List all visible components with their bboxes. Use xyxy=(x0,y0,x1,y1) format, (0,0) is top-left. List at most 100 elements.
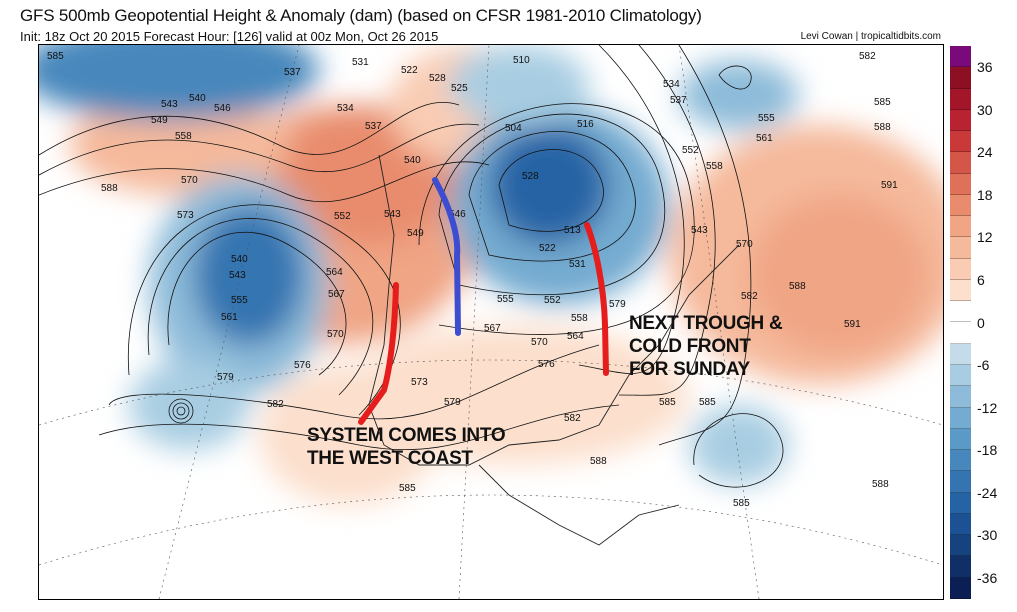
colorbar-segment xyxy=(950,216,971,238)
contour-label: 540 xyxy=(231,254,248,265)
colorbar-segment xyxy=(950,173,971,195)
contour-label: 570 xyxy=(736,239,753,250)
contour-label: 543 xyxy=(384,209,401,220)
colorbar-label: -36 xyxy=(977,569,998,586)
contour-label: 549 xyxy=(407,228,424,239)
colorbar-segment xyxy=(950,109,971,132)
analysis-markup xyxy=(358,177,609,425)
contour-label: 579 xyxy=(217,372,234,383)
colorbar-label: 12 xyxy=(977,229,993,246)
colorbar-segment xyxy=(950,237,971,259)
contour-label: 555 xyxy=(231,295,248,306)
contour-label: 570 xyxy=(531,337,548,348)
colorbar-segment xyxy=(950,513,971,536)
map-title: GFS 500mb Geopotential Height & Anomaly … xyxy=(20,6,702,25)
colorbar-label: 24 xyxy=(977,144,993,161)
contour-label: 579 xyxy=(444,397,461,408)
annotation-line: COLD FRONT xyxy=(629,336,751,357)
colorbar-segment xyxy=(950,428,971,451)
contour-label: 561 xyxy=(756,133,773,144)
colorbar-segment xyxy=(950,301,971,323)
map-canvas: 585 537 531 522 528 525 510 534 537 582 543 540 546 5… xyxy=(39,45,943,599)
contour-label: 588 xyxy=(872,479,889,490)
annotation-line: FOR SUNDAY xyxy=(629,359,750,380)
annotation-line: SYSTEM COMES INTO xyxy=(307,425,506,446)
contour-label: 588 xyxy=(590,456,607,467)
contour-label: 561 xyxy=(221,312,238,323)
contour-label: 537 xyxy=(670,95,687,106)
contour-label: 585 xyxy=(874,97,891,108)
colorbar-segment xyxy=(950,492,971,514)
contour-label: 573 xyxy=(411,377,428,388)
contour-label: 564 xyxy=(567,331,584,342)
contour-label: 534 xyxy=(663,79,680,90)
contour-label: 576 xyxy=(294,360,311,371)
colorbar-segment xyxy=(950,152,971,174)
colorbar-label: 18 xyxy=(977,186,993,203)
colorbar-label: 6 xyxy=(977,271,985,288)
colorbar-segment xyxy=(950,450,971,472)
graticule xyxy=(39,45,943,599)
contour-label: 573 xyxy=(177,210,194,221)
contour-label: 582 xyxy=(267,399,284,410)
colorbar-segment xyxy=(950,407,971,429)
contour-label: 555 xyxy=(497,294,514,305)
map-credit: Levi Cowan | tropicaltidbits.com xyxy=(800,31,941,42)
colorbar-segment xyxy=(950,67,971,89)
contour-label: 582 xyxy=(564,413,581,424)
colorbar-segment xyxy=(950,46,971,68)
contour-label: 549 xyxy=(151,115,168,126)
contour-label: 525 xyxy=(451,83,468,94)
colorbar-segment xyxy=(950,471,971,493)
contour-label: 543 xyxy=(691,225,708,236)
colorbar-label: 30 xyxy=(977,101,993,118)
contour-label: 543 xyxy=(229,270,246,281)
colorbar-segment xyxy=(950,556,971,578)
contour-label: 510 xyxy=(513,55,530,66)
map-subtitle: Init: 18z Oct 20 2015 Forecast Hour: [12… xyxy=(20,29,439,44)
contour-label: 540 xyxy=(189,93,206,104)
anomaly-shading xyxy=(39,45,943,505)
contour-label: 543 xyxy=(161,99,178,110)
contour-label: 552 xyxy=(682,145,699,156)
contour-label: 570 xyxy=(327,329,344,340)
west-coast-front-line xyxy=(358,282,399,425)
contour-label: 567 xyxy=(328,289,345,300)
contour-label: 513 xyxy=(564,225,581,236)
colorbar-label: 36 xyxy=(977,59,993,76)
contour-label: 534 xyxy=(337,103,354,114)
cold-front-line xyxy=(584,222,609,376)
colorbar xyxy=(950,46,971,599)
contour-label: 579 xyxy=(609,299,626,310)
colorbar-label: -24 xyxy=(977,484,998,501)
contour-label: 564 xyxy=(326,267,343,278)
ridge-axis-line xyxy=(432,177,461,336)
colorbar-label: -12 xyxy=(977,399,998,416)
annotation-next-trough: NEXT TROUGH & COLD FRONT FOR SUNDAY xyxy=(629,312,783,381)
colorbar-segment xyxy=(950,131,971,153)
contour-label: 537 xyxy=(365,121,382,132)
contour-label: 588 xyxy=(789,281,806,292)
colorbar-segment xyxy=(950,258,971,280)
contour-label: 531 xyxy=(569,259,586,270)
colorbar-segment xyxy=(950,364,971,387)
colorbar-segment xyxy=(950,279,971,302)
contour-label: 588 xyxy=(101,183,118,194)
contour-label: 558 xyxy=(706,161,723,172)
contour-label: 537 xyxy=(284,67,301,78)
contour-label: 528 xyxy=(429,73,446,84)
contour-label: 552 xyxy=(334,211,351,222)
contour-label: 570 xyxy=(181,175,198,186)
colorbar-segment xyxy=(950,535,971,557)
contour-label: 585 xyxy=(699,397,716,408)
height-anomaly-map: 585 537 531 522 528 525 510 534 537 582 543 540 546 5… xyxy=(38,44,944,600)
contour-label: 516 xyxy=(577,119,594,130)
annotation-line: THE WEST COAST xyxy=(307,448,473,469)
colorbar-label: 0 xyxy=(977,314,985,331)
contour-label: 546 xyxy=(449,209,466,220)
colorbar-segment xyxy=(950,322,971,344)
contour-label: 522 xyxy=(539,243,556,254)
contour-label: 582 xyxy=(859,51,876,62)
contour-label: 567 xyxy=(484,323,501,334)
colorbar-label: -18 xyxy=(977,442,998,459)
